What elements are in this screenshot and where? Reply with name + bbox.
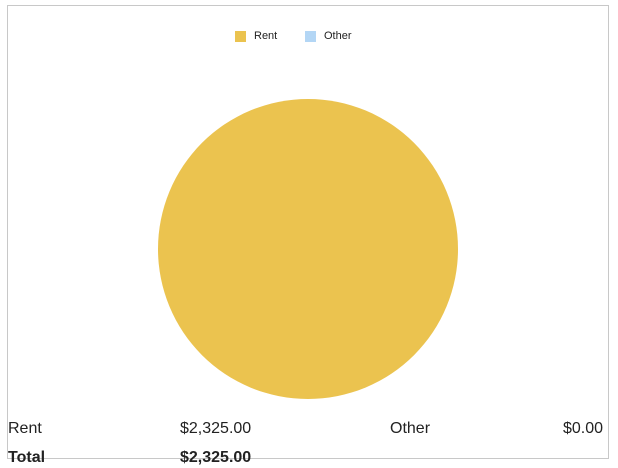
total-value: $2,325.00	[180, 449, 251, 466]
legend-swatch	[305, 31, 316, 42]
pie-slice	[158, 99, 458, 399]
row-label: Rent	[8, 420, 42, 437]
row-label: Other	[390, 420, 431, 437]
total-label: Total	[8, 449, 45, 466]
legend-swatch	[235, 31, 246, 42]
row-value: $2,325.00	[180, 420, 251, 437]
legend-label: Other	[324, 30, 352, 42]
legend-label: Rent	[254, 30, 277, 42]
row-value: $0.00	[563, 420, 603, 437]
